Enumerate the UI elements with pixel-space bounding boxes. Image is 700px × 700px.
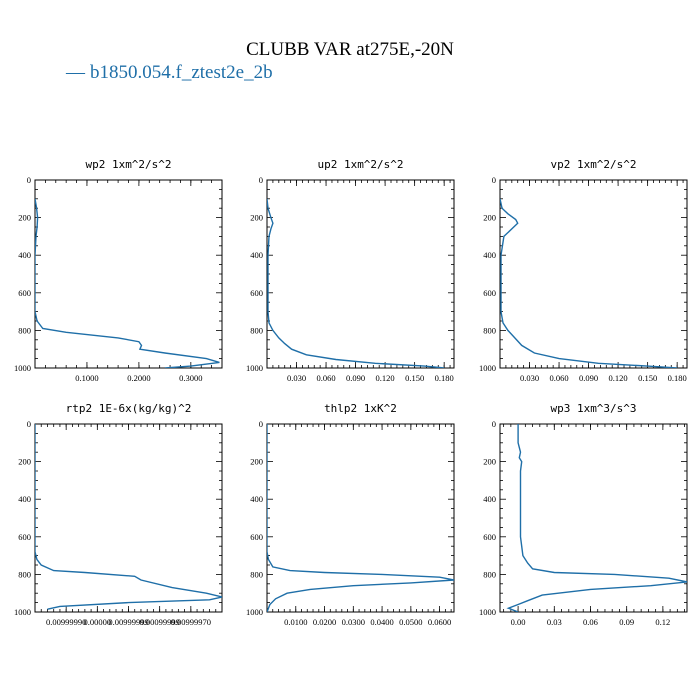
y-tick-label: 400 [250,250,263,260]
plot-frame [499,423,688,613]
x-tick-label: 0.060 [316,373,335,383]
panel-title: wp2 1xm^2/s^2 [85,158,171,171]
y-tick-label: 1000 [14,363,31,373]
plot-frame [266,423,455,613]
x-tick-label: 0.0600 [428,617,451,627]
x-tick-label: 0.150 [405,373,424,383]
y-tick-label: 800 [18,569,31,579]
y-tick-label: 400 [250,494,263,504]
x-tick-label: 0.03 [547,617,562,627]
x-tick-label: 0.0400 [370,617,393,627]
y-tick-label: 1000 [246,363,263,373]
x-tick-label: 0.0300 [342,617,365,627]
series-line-1 [500,198,678,368]
x-tick-label: 0.180 [668,373,687,383]
panel-title: rtp2 1E-6x(kg/kg)^2 [66,402,192,415]
y-tick-label: 200 [250,457,263,467]
plot-frame [266,179,455,369]
x-tick-label: 0.120 [609,373,628,383]
plot-frame [34,423,223,613]
y-tick-label: 600 [483,532,496,542]
y-tick-label: 800 [250,325,263,335]
y-tick-label: 600 [483,288,496,298]
x-tick-label: 0.120 [376,373,395,383]
y-tick-label: 800 [250,569,263,579]
panel-title: thlp2 1xK^2 [324,402,397,415]
x-tick-label: 0.00000 [84,617,112,627]
series-line-1 [267,198,445,368]
x-tick-label: 0.0500 [399,617,422,627]
plot-frame [499,179,688,369]
y-tick-label: 600 [250,532,263,542]
y-tick-label: 200 [483,457,496,467]
x-tick-label: 0.00999990 [46,617,86,627]
x-tick-label: 0.180 [435,373,454,383]
x-tick-label: 0.00099999 [139,617,179,627]
panel-title: vp2 1xm^2/s^2 [550,158,636,171]
panel-title: up2 1xm^2/s^2 [317,158,403,171]
y-tick-label: 400 [18,494,31,504]
y-tick-label: 0 [492,419,496,429]
y-tick-label: 400 [483,250,496,260]
x-tick-label: 0.2000 [127,373,150,383]
x-tick-label: 0.0200 [313,617,336,627]
y-tick-label: 1000 [479,363,496,373]
x-tick-label: 0.12 [655,617,670,627]
x-tick-label: 0.090 [346,373,365,383]
y-tick-label: 1000 [246,607,263,617]
x-tick-label: 0.150 [638,373,657,383]
y-tick-label: 200 [18,213,31,223]
y-tick-label: 0 [27,175,31,185]
y-tick-label: 800 [483,569,496,579]
chart-panel-1: wp2 1xm^2/s^2 0 200 400 600 800 1000 0.1000 0.20… [14,158,223,383]
y-tick-label: 1000 [14,607,31,617]
panels-group: wp2 1xm^2/s^2 0 200 400 600 800 1000 0.1000 0.20… [14,158,688,627]
legend-marker: — [65,62,86,83]
y-tick-label: 200 [483,213,496,223]
x-tick-label: 0.06 [583,617,598,627]
x-tick-label: 0.09 [619,617,634,627]
series-line-1 [35,424,222,610]
panel-title: wp3 1xm^3/s^3 [550,402,636,415]
x-tick-label: 0.00999970 [171,617,211,627]
x-tick-label: 0.030 [520,373,539,383]
chart-panel-5: thlp2 1xK^2 0 200 400 600 800 1000 0.0100 0.0200… [246,402,455,627]
x-tick-label: 0.00999999 [108,617,148,627]
y-tick-label: 0 [492,175,496,185]
legend-label: b1850.054.f_ztest2e_2b [90,62,273,83]
y-tick-label: 0 [27,419,31,429]
y-tick-label: 400 [483,494,496,504]
y-tick-label: 600 [18,288,31,298]
x-tick-label: 0.3000 [179,373,202,383]
x-tick-label: 0.1000 [75,373,98,383]
y-tick-label: 200 [18,457,31,467]
series-line-1 [506,424,687,612]
chart-panel-6: wp3 1xm^3/s^3 0 200 400 600 800 1000 0.00 0.03 0.… [479,402,688,627]
x-tick-label: 0.00 [511,617,526,627]
x-tick-label: 0.060 [549,373,568,383]
x-tick-label: 0.090 [579,373,598,383]
y-tick-label: 800 [18,325,31,335]
y-tick-label: 0 [259,175,263,185]
chart-panel-3: vp2 1xm^2/s^2 0 200 400 600 800 1000 0.030 0.060… [479,158,688,383]
series-line-1 [35,198,220,368]
y-tick-label: 1000 [479,607,496,617]
series-line-1 [267,424,454,612]
x-tick-label: 0.030 [287,373,306,383]
chart-panel-4: rtp2 1E-6x(kg/kg)^2 0 200 400 600 800 1000 0.00… [14,402,223,627]
y-tick-label: 0 [259,419,263,429]
y-tick-label: 200 [250,213,263,223]
chart-panel-2: up2 1xm^2/s^2 0 200 400 600 800 1000 0.030 0.060… [246,158,455,383]
figure-title: CLUBB VAR at275E,-20N [246,39,454,60]
y-tick-label: 400 [18,250,31,260]
y-tick-label: 800 [483,325,496,335]
y-tick-label: 600 [250,288,263,298]
x-tick-label: 0.0100 [284,617,307,627]
y-tick-label: 600 [18,532,31,542]
